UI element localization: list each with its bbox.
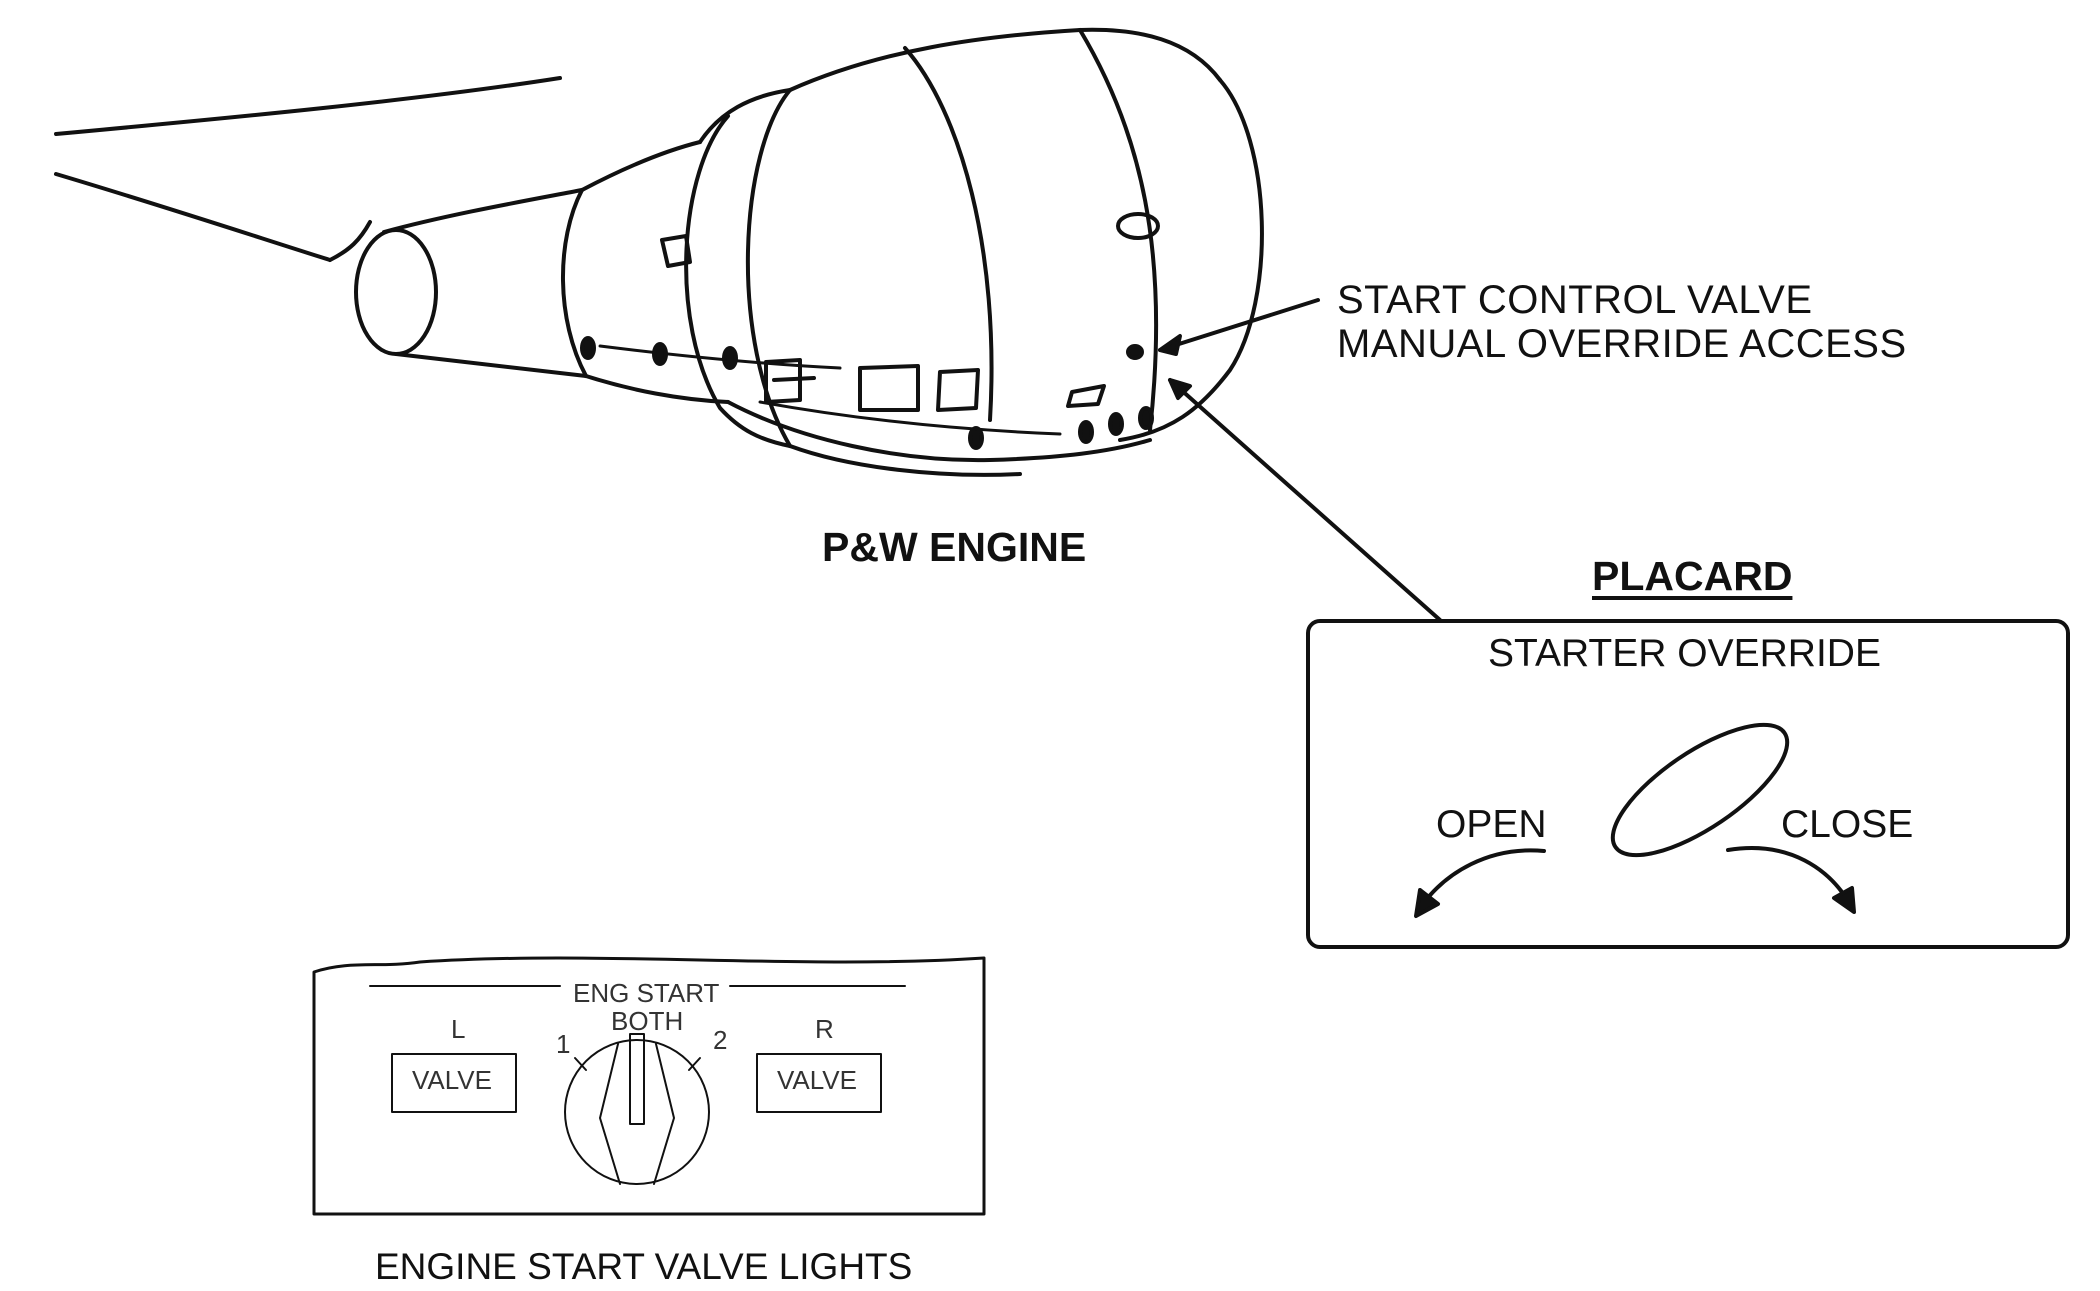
override-socket-icon	[1610, 722, 1790, 858]
placard-title: PLACARD	[1592, 553, 1793, 599]
right-side-label: R	[815, 1014, 834, 1044]
placard-open-label: OPEN	[1436, 803, 1547, 846]
close-arrow-icon	[1832, 886, 1856, 914]
right-valve-light	[756, 1053, 882, 1113]
access-point-marker	[1126, 344, 1144, 360]
callout-arrows	[1158, 298, 1442, 622]
callout-line-1: START CONTROL VALVE	[1337, 278, 1813, 322]
callout-line-2: MANUAL OVERRIDE ACCESS	[1337, 322, 1907, 366]
left-side-label: L	[451, 1014, 466, 1044]
selector-pointer	[629, 1033, 645, 1125]
engine-start-panel-drawing	[312, 956, 986, 1216]
placard-close-label: CLOSE	[1781, 803, 1914, 846]
selector-title: ENG START	[573, 978, 720, 1008]
selector-position-both: BOTH	[611, 1006, 684, 1036]
engine-caption: P&W ENGINE	[822, 524, 1087, 570]
selector-position-1: 1	[556, 1029, 571, 1059]
open-arrow-icon	[1414, 888, 1440, 918]
placard-drawing	[1306, 619, 2070, 949]
engine-nacelle-drawing	[354, 27, 1264, 477]
eng-start-selector[interactable]	[564, 1039, 710, 1185]
arrow-head-icon	[1168, 378, 1192, 400]
selector-position-2: 2	[713, 1025, 728, 1055]
start-control-valve-callout: START CONTROL VALVE MANUAL OVERRIDE ACCE…	[1337, 280, 1907, 364]
left-valve-light-label: VALVE	[412, 1065, 492, 1095]
left-valve-light	[391, 1053, 517, 1113]
wing-drawing	[54, 76, 562, 262]
panel-caption: ENGINE START VALVE LIGHTS	[375, 1246, 913, 1287]
placard-heading: STARTER OVERRIDE	[1488, 632, 1881, 675]
right-valve-light-label: VALVE	[777, 1065, 857, 1095]
arrow-head-icon	[1158, 334, 1182, 356]
